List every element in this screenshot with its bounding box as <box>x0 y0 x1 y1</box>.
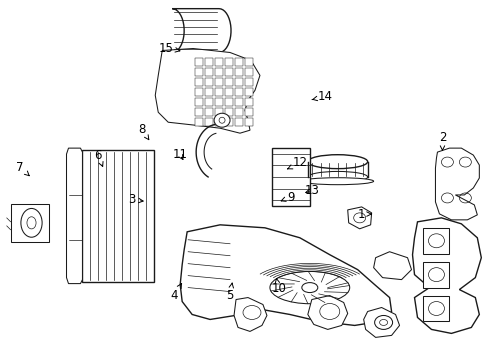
Text: 9: 9 <box>281 191 294 204</box>
Bar <box>215 78 223 86</box>
Bar <box>215 98 223 106</box>
Bar <box>195 118 203 126</box>
Text: 6: 6 <box>94 149 103 166</box>
Polygon shape <box>435 148 478 220</box>
Bar <box>195 98 203 106</box>
Bar <box>244 88 252 96</box>
Bar <box>224 58 233 67</box>
Text: 4: 4 <box>170 284 181 302</box>
Ellipse shape <box>307 171 367 183</box>
Bar <box>215 88 223 96</box>
Bar <box>244 58 252 67</box>
Bar <box>224 68 233 76</box>
Bar <box>235 88 243 96</box>
Bar <box>204 78 213 86</box>
Text: 14: 14 <box>311 90 332 103</box>
Bar <box>82 150 154 282</box>
Text: 5: 5 <box>226 283 233 302</box>
Bar <box>204 98 213 106</box>
Text: 7: 7 <box>17 161 29 176</box>
Bar <box>244 78 252 86</box>
Bar <box>224 118 233 126</box>
Bar <box>215 118 223 126</box>
Bar <box>244 68 252 76</box>
Bar <box>204 68 213 76</box>
Polygon shape <box>180 225 391 325</box>
Bar <box>195 78 203 86</box>
Bar <box>224 108 233 116</box>
Polygon shape <box>373 252 411 280</box>
Ellipse shape <box>301 178 373 185</box>
Text: 3: 3 <box>127 193 143 206</box>
Bar <box>423 228 448 254</box>
Text: 15: 15 <box>159 41 180 54</box>
Polygon shape <box>172 9 230 53</box>
Polygon shape <box>347 207 371 229</box>
Bar <box>224 88 233 96</box>
Bar <box>215 108 223 116</box>
Text: 12: 12 <box>287 156 307 169</box>
Bar <box>11 204 48 242</box>
Bar <box>235 98 243 106</box>
Bar <box>215 68 223 76</box>
Bar <box>195 88 203 96</box>
Bar <box>195 108 203 116</box>
Bar <box>235 108 243 116</box>
Bar <box>204 58 213 67</box>
Polygon shape <box>155 49 260 133</box>
Bar <box>235 68 243 76</box>
Ellipse shape <box>307 155 367 168</box>
Bar <box>195 68 203 76</box>
Polygon shape <box>66 148 82 284</box>
Text: 13: 13 <box>304 184 319 197</box>
Polygon shape <box>234 298 266 332</box>
Bar <box>215 58 223 67</box>
Bar <box>235 78 243 86</box>
Bar <box>224 78 233 86</box>
Polygon shape <box>412 218 480 333</box>
Text: 2: 2 <box>438 131 446 150</box>
Bar <box>204 118 213 126</box>
Text: 8: 8 <box>138 123 148 140</box>
Ellipse shape <box>214 113 229 127</box>
Text: 1: 1 <box>357 208 370 221</box>
Polygon shape <box>307 296 347 329</box>
Bar <box>204 88 213 96</box>
Bar <box>244 108 252 116</box>
Text: 10: 10 <box>271 279 285 295</box>
Bar <box>235 118 243 126</box>
Bar <box>195 58 203 67</box>
Bar <box>271 148 309 206</box>
Bar <box>244 98 252 106</box>
Bar <box>423 296 448 321</box>
Bar <box>244 118 252 126</box>
Polygon shape <box>363 307 399 337</box>
Text: 11: 11 <box>172 148 187 161</box>
Bar <box>235 58 243 67</box>
Bar <box>423 262 448 288</box>
Bar <box>224 98 233 106</box>
Bar <box>204 108 213 116</box>
Ellipse shape <box>21 208 42 237</box>
